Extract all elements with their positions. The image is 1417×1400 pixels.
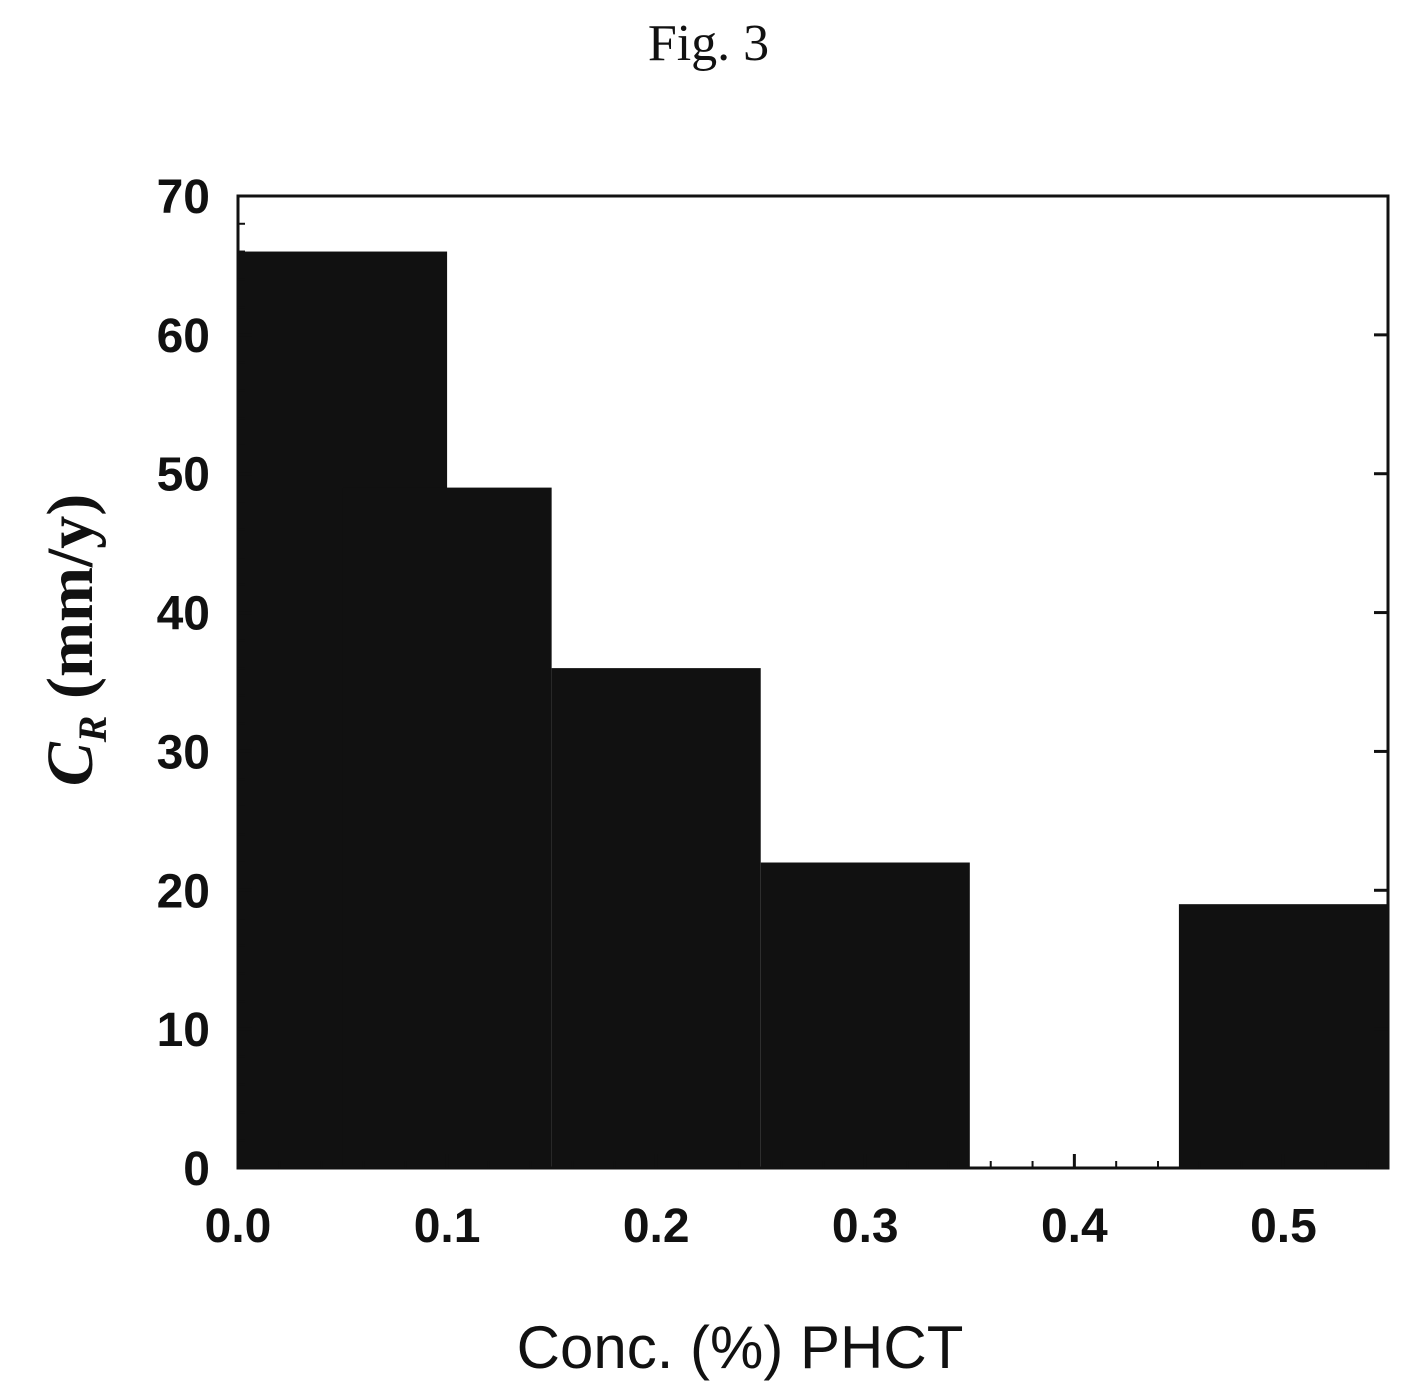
bars-group bbox=[238, 251, 1388, 1169]
x-tick-label: 0.5 bbox=[1250, 1200, 1317, 1253]
x-tick-label: 0.1 bbox=[414, 1200, 481, 1253]
bar-2 bbox=[551, 668, 761, 1168]
y-axis-label-sub: R bbox=[70, 716, 115, 744]
y-axis-label-unit: (mm/y) bbox=[34, 494, 107, 716]
y-tick-label: 50 bbox=[157, 449, 210, 502]
bar-1 bbox=[342, 487, 552, 1169]
x-axis-label: Conc. (%) PHCT bbox=[517, 1314, 964, 1381]
y-axis-label: CR (mm/y) bbox=[34, 494, 115, 786]
y-tick-label: 20 bbox=[157, 865, 210, 918]
axes-group bbox=[236, 194, 1390, 1170]
tick-labels-group: 0 10 20 30 40 50 60 70 0.0 0.1 0.2 0.3 0.4 0.5 bbox=[157, 171, 1317, 1253]
x-tick-label: 0.4 bbox=[1041, 1200, 1108, 1253]
y-tick-label: 10 bbox=[157, 1004, 210, 1057]
bar-3 bbox=[760, 862, 970, 1168]
y-tick-label: 60 bbox=[157, 310, 210, 363]
y-tick-label: 30 bbox=[157, 726, 210, 779]
x-tick-label: 0.0 bbox=[205, 1200, 272, 1253]
y-tick-label: 70 bbox=[157, 171, 210, 224]
figure-title: Fig. 3 bbox=[647, 15, 770, 72]
x-tick-label: 0.2 bbox=[623, 1200, 690, 1253]
x-tick-label: 0.3 bbox=[832, 1200, 899, 1253]
y-tick-label: 40 bbox=[157, 588, 210, 641]
y-axis-label-main: C bbox=[34, 741, 107, 786]
plot-frame bbox=[236, 194, 1390, 1170]
y-tick-label: 0 bbox=[183, 1143, 210, 1196]
ticks-group bbox=[236, 194, 1388, 1170]
bar-5 bbox=[1178, 904, 1388, 1168]
